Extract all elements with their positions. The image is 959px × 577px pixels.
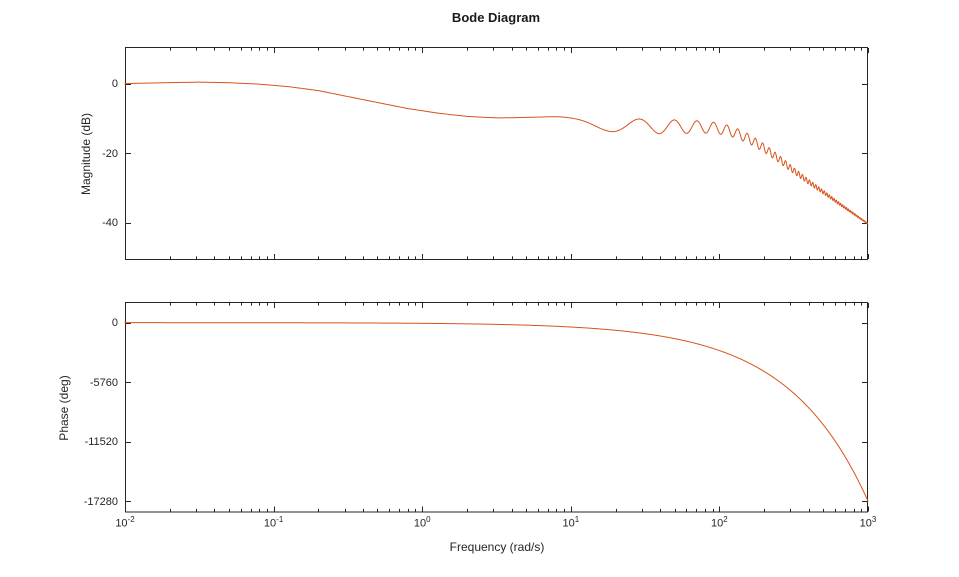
x-tick-base: 10 <box>115 517 128 530</box>
magnitude-ytick-label: -20 <box>102 147 118 160</box>
phase-ytick-label: -5760 <box>89 376 118 389</box>
x-tick-base: 10 <box>263 517 277 530</box>
x-tick-base: 10 <box>562 517 575 530</box>
x-tick-base: 10 <box>859 517 872 530</box>
x-tick-exponent: -2 <box>127 515 135 524</box>
magnitude-plot <box>124 47 869 260</box>
x-tick-base: 10 <box>711 517 724 530</box>
phase-ytick-label: -17280 <box>83 495 118 508</box>
x-tick-label: 10-2 <box>115 515 134 530</box>
plot-frame <box>125 302 868 513</box>
magnitude-curve <box>124 81 869 225</box>
x-tick-exponent: 1 <box>574 515 580 524</box>
x-tick-exponent: 2 <box>723 515 728 524</box>
phase-ytick-label: -11520 <box>84 436 118 449</box>
x-tick-label: 102 <box>711 515 728 530</box>
x-tick-label: 101 <box>562 515 579 530</box>
phase-curve <box>124 322 869 502</box>
x-tick-exponent: -1 <box>276 515 284 524</box>
x-tick-label: 100 <box>414 515 431 530</box>
phase-plot <box>124 302 869 513</box>
x-tick-exponent: 0 <box>426 515 431 524</box>
phase-ytick-label: 0 <box>111 317 118 330</box>
frequency-axis-label: Frequency (rad/s) <box>449 540 545 554</box>
chart-title: Bode Diagram <box>451 10 541 25</box>
plot-frame <box>125 47 868 260</box>
x-tick-base: 10 <box>413 517 427 530</box>
magnitude-ytick-label: 0 <box>111 78 118 91</box>
x-tick-label: 10-1 <box>264 515 283 530</box>
x-tick-label: 103 <box>860 515 877 530</box>
x-tick-exponent: 3 <box>871 515 877 524</box>
magnitude-ytick-label: -40 <box>102 217 118 230</box>
